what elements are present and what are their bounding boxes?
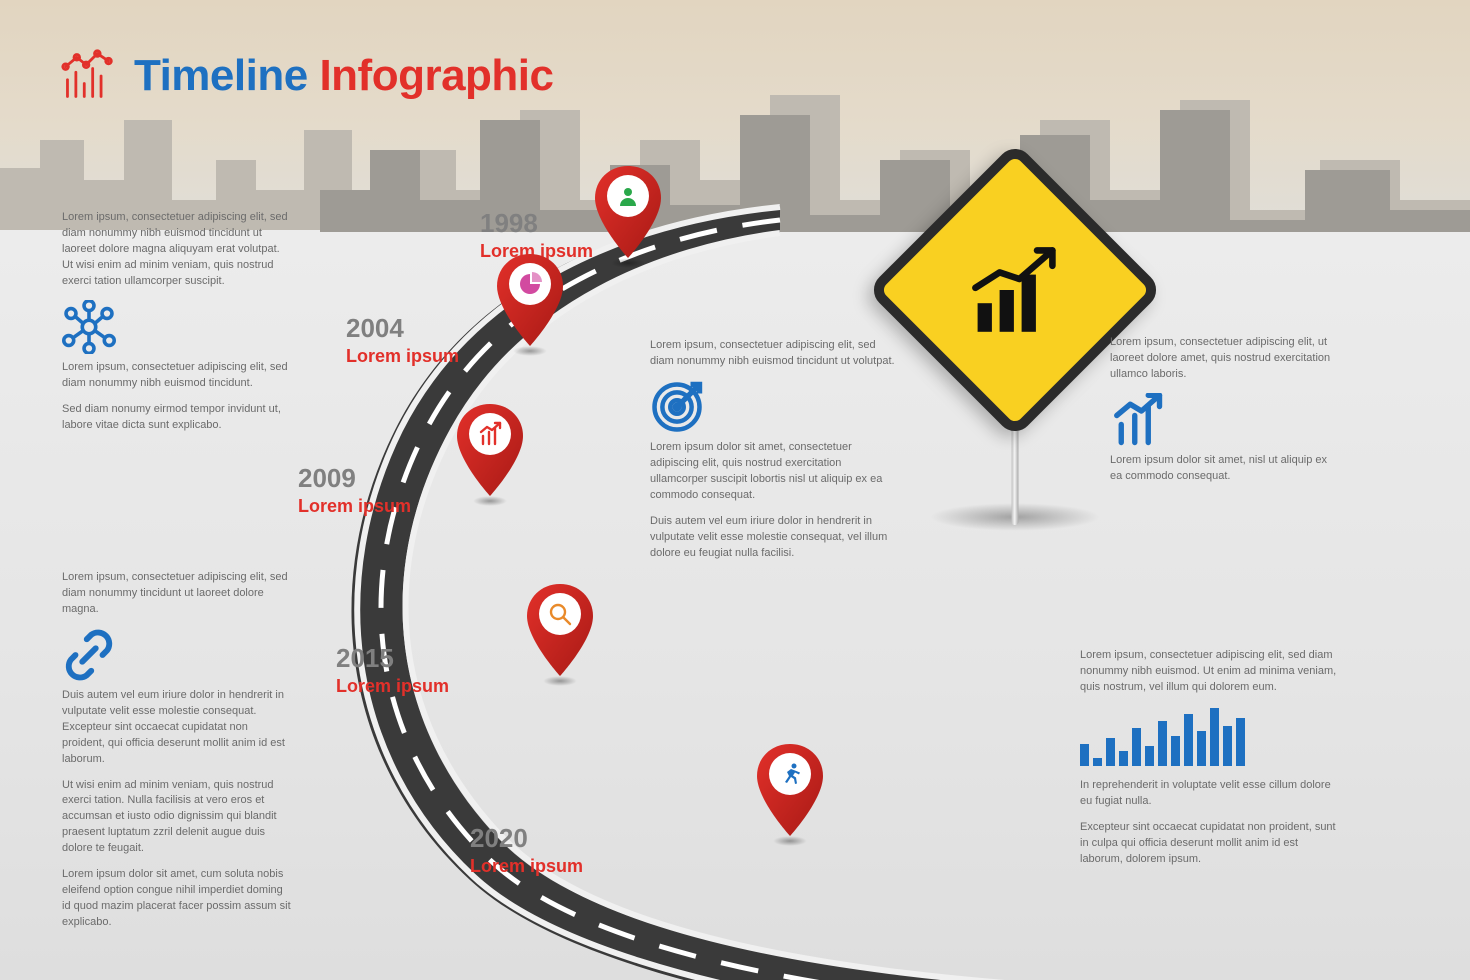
- block-para: Lorem ipsum, consectetuer adipiscing eli…: [1080, 648, 1340, 696]
- block-para: Lorem ipsum dolor sit amet, consectetuer…: [650, 440, 900, 504]
- title-word-2: Infographic: [319, 51, 553, 100]
- block-4: Lorem ipsum, consectetuer adipiscing eli…: [1110, 335, 1340, 495]
- mini-bar-chart: [1080, 706, 1340, 766]
- milestone-subtitle: Lorem ipsum: [470, 856, 583, 877]
- road-sign-icon: [960, 235, 1070, 345]
- milestone-year: 2015: [336, 643, 449, 674]
- block-para: Lorem ipsum, consectetuer adipiscing eli…: [650, 338, 900, 370]
- milestone-label-2009: 2009Lorem ipsum: [298, 463, 411, 517]
- block-para: Sed diam nonumy eirmod tempor invidunt u…: [62, 402, 292, 434]
- target-icon: [650, 380, 704, 434]
- block-para: Duis autem vel eum iriure dolor in hendr…: [650, 514, 900, 562]
- block-para: Lorem ipsum, consectetuer adipiscing eli…: [62, 210, 292, 290]
- milestone-pin-2020: [755, 744, 825, 840]
- title-word-1: Timeline: [134, 51, 308, 100]
- milestone-label-2015: 2015Lorem ipsum: [336, 643, 449, 697]
- milestone-label-2004: 2004Lorem ipsum: [346, 313, 459, 367]
- block-para: Lorem ipsum, consectetuer adipiscing eli…: [1110, 335, 1340, 383]
- title-chart-icon: [60, 48, 116, 104]
- block-para: Duis autem vel eum iriure dolor in hendr…: [62, 688, 292, 768]
- block-para: Lorem ipsum dolor sit amet, cum soluta n…: [62, 867, 292, 931]
- milestone-label-2020: 2020Lorem ipsum: [470, 823, 583, 877]
- block-para: Ut wisi enim ad minim veniam, quis nostr…: [62, 778, 292, 858]
- block-2: Lorem ipsum, consectetuer adipiscing eli…: [62, 570, 292, 941]
- bars-arrow-icon: [1110, 393, 1164, 447]
- milestone-pin-2004: [495, 254, 565, 350]
- block-5: Lorem ipsum, consectetuer adipiscing eli…: [1080, 648, 1340, 878]
- block-3: Lorem ipsum, consectetuer adipiscing eli…: [650, 338, 900, 571]
- block-para: In reprehenderit in voluptate velit esse…: [1080, 778, 1340, 810]
- milestone-subtitle: Lorem ipsum: [298, 496, 411, 517]
- milestone-year: 2009: [298, 463, 411, 494]
- block-para: Lorem ipsum dolor sit amet, nisl ut aliq…: [1110, 453, 1340, 485]
- block-1: Lorem ipsum, consectetuer adipiscing eli…: [62, 210, 292, 443]
- milestone-pin-2009: [455, 404, 525, 500]
- block-para: Lorem ipsum, consectetuer adipiscing eli…: [62, 360, 292, 392]
- milestone-pin-1998: [593, 166, 663, 262]
- network-icon: [62, 300, 116, 354]
- block-para: Excepteur sint occaecat cupidatat non pr…: [1080, 820, 1340, 868]
- milestone-year: 1998: [480, 208, 593, 239]
- milestone-pin-2015: [525, 584, 595, 680]
- milestone-year: 2004: [346, 313, 459, 344]
- block-para: Lorem ipsum, consectetuer adipiscing eli…: [62, 570, 292, 618]
- milestone-subtitle: Lorem ipsum: [336, 676, 449, 697]
- page-title: Timeline Infographic: [60, 48, 554, 104]
- link-icon: [62, 628, 116, 682]
- milestone-subtitle: Lorem ipsum: [346, 346, 459, 367]
- milestone-year: 2020: [470, 823, 583, 854]
